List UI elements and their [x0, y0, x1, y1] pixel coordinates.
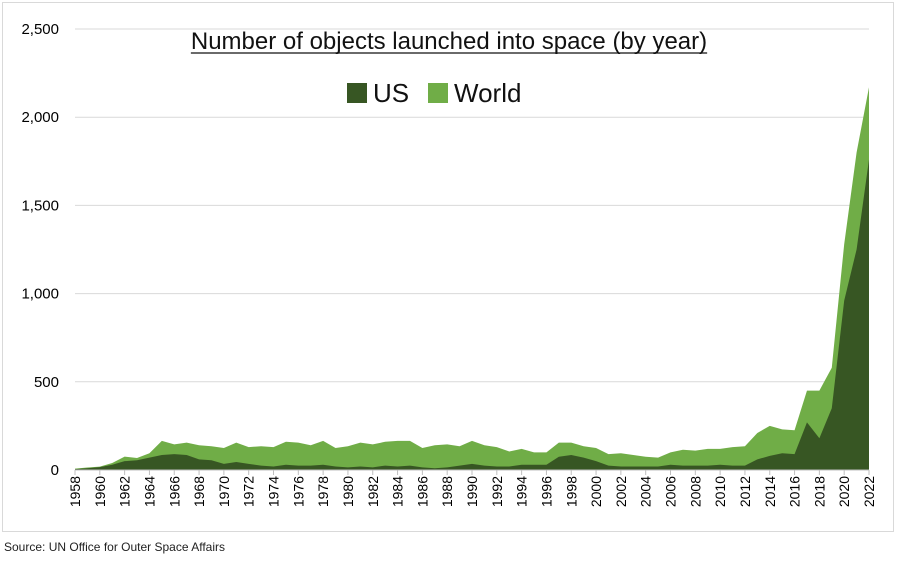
legend-swatch-us — [347, 83, 367, 103]
x-tick-label: 1996 — [538, 476, 554, 507]
y-tick-label: 500 — [34, 374, 59, 391]
gridlines — [75, 28, 869, 383]
x-tick-label: 1986 — [414, 476, 430, 507]
x-tick-label: 2000 — [588, 476, 604, 507]
x-tick-label: 2002 — [613, 476, 629, 507]
x-tick-label: 1968 — [191, 476, 207, 507]
x-tick-label: 1998 — [563, 476, 579, 507]
x-tick-label: 2020 — [836, 476, 852, 507]
chart-title: Number of objects launched into space (b… — [191, 28, 707, 55]
area-chart: 0 500 1,000 1,500 2,000 2,500 1958 1960 1962 196… — [21, 21, 877, 507]
x-tick-label: 2018 — [811, 476, 827, 507]
x-tick-label: 2008 — [687, 476, 703, 507]
x-tick-label: 2010 — [712, 476, 728, 507]
legend-label-world: World — [454, 78, 521, 108]
y-tick-label: 1,000 — [21, 286, 59, 303]
x-tick-label: 2004 — [638, 476, 654, 507]
x-tick-label: 1958 — [67, 476, 83, 507]
y-tick-label: 0 — [51, 462, 59, 479]
series-areas — [75, 87, 869, 471]
x-tick-label: 1974 — [266, 476, 282, 507]
x-tick-label: 2014 — [762, 476, 778, 507]
x-tick-label: 1978 — [315, 476, 331, 507]
y-tick-label: 2,000 — [21, 109, 59, 126]
x-tick-label: 2016 — [787, 476, 803, 507]
x-tick-labels: 1958 1960 1962 1964 1966 1968 1970 1972 1974 1976… — [67, 476, 877, 507]
axes — [74, 469, 870, 475]
x-tick-label: 1992 — [489, 476, 505, 507]
x-tick-label: 1964 — [141, 476, 157, 507]
y-tick-label: 2,500 — [21, 21, 59, 38]
x-tick-label: 2006 — [663, 476, 679, 507]
x-tick-label: 1990 — [464, 476, 480, 507]
x-tick-label: 1982 — [365, 476, 381, 507]
x-tick-label: 1960 — [92, 476, 108, 507]
series-area-world — [75, 87, 869, 471]
x-tick-label: 1966 — [166, 476, 182, 507]
x-tick-label: 1980 — [340, 476, 356, 507]
y-tick-label: 1,500 — [21, 197, 59, 214]
y-tick-labels: 0 500 1,000 1,500 2,000 2,500 — [21, 21, 59, 479]
x-tick-label: 1970 — [216, 476, 232, 507]
legend-swatch-world — [428, 83, 448, 103]
x-tick-label: 2012 — [737, 476, 753, 507]
x-tick-label: 1976 — [290, 476, 306, 507]
x-tick-label: 1972 — [241, 476, 257, 507]
series-area-us — [75, 159, 869, 471]
x-tick-label: 2022 — [861, 476, 877, 507]
x-tick-label: 1962 — [117, 476, 133, 507]
x-tick-label: 1984 — [390, 476, 406, 507]
chart-frame: 0 500 1,000 1,500 2,000 2,500 1958 1960 1962 196… — [2, 2, 894, 532]
legend-label-us: US — [373, 78, 409, 108]
x-tick-label: 1994 — [514, 476, 530, 507]
source-note: Source: UN Office for Outer Space Affair… — [4, 540, 225, 554]
legend: US World — [347, 78, 521, 108]
x-tick-label: 1988 — [439, 476, 455, 507]
